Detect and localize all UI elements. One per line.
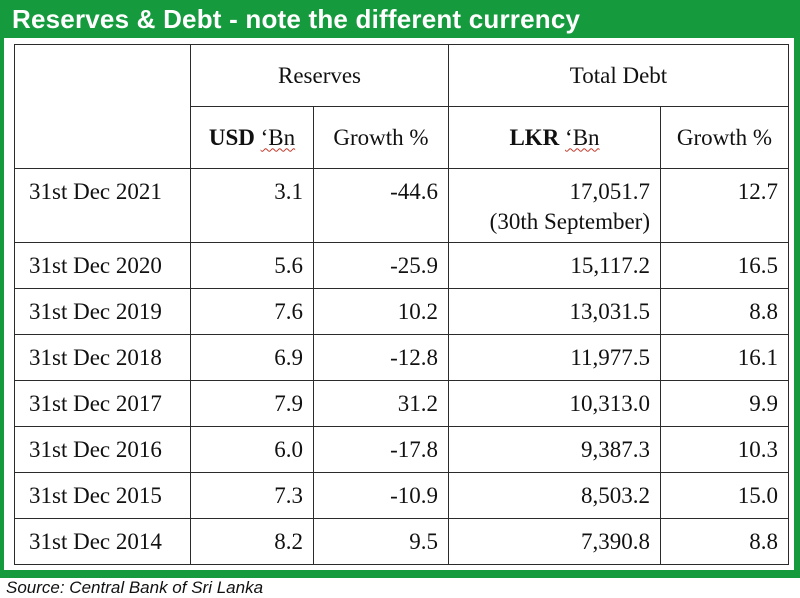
- table-row: 31st Dec 2014 8.2 9.5 7,390.8 8.8: [14, 518, 789, 565]
- total-debt-group-header: Total Debt: [448, 44, 789, 107]
- reserves-cell: 7.9: [190, 380, 314, 427]
- page-title: Reserves & Debt - note the different cur…: [12, 4, 581, 34]
- date-cell: 31st Dec 2018: [14, 334, 191, 381]
- reserves-growth-cell: 31.2: [313, 380, 449, 427]
- table-row: 31st Dec 2016 6.0 -17.8 9,387.3 10.3: [14, 426, 789, 473]
- reserves-growth-header: Growth %: [313, 106, 449, 169]
- green-frame: Reserves & Debt - note the different cur…: [0, 0, 800, 578]
- debt-cell: 17,051.7 (30th September): [448, 168, 661, 243]
- table-row: 31st Dec 2017 7.9 31.2 10,313.0 9.9: [14, 380, 789, 427]
- reserves-group-header: Reserves: [190, 44, 449, 107]
- lkr-label: LKR: [509, 124, 560, 150]
- reserves-cell: 7.6: [190, 288, 314, 335]
- debt-cell: 13,031.5: [448, 288, 661, 335]
- debt-growth-cell: 9.9: [660, 380, 789, 427]
- reserves-growth-cell: -17.8: [313, 426, 449, 473]
- reserves-cell: 6.9: [190, 334, 314, 381]
- corner-cell: [14, 44, 191, 169]
- debt-cell: 11,977.5: [448, 334, 661, 381]
- debt-growth-header: Growth %: [660, 106, 789, 169]
- reserves-growth-cell: 9.5: [313, 518, 449, 565]
- debt-growth-cell: 12.7: [660, 168, 789, 243]
- reserves-growth-cell: 10.2: [313, 288, 449, 335]
- debt-note: (30th September): [489, 209, 650, 234]
- usd-unit: ‘Bn: [260, 124, 296, 150]
- date-cell: 31st Dec 2020: [14, 242, 191, 289]
- debt-cell: 8,503.2: [448, 472, 661, 519]
- lkr-bn-header: LKR ‘Bn: [448, 106, 661, 169]
- reserves-cell: 3.1: [190, 168, 314, 243]
- table-row: 31st Dec 2019 7.6 10.2 13,031.5 8.8: [14, 288, 789, 335]
- table-row: 31st Dec 2021 3.1 -44.6 17,051.7 (30th Septe…: [14, 168, 789, 243]
- date-cell: 31st Dec 2017: [14, 380, 191, 427]
- reserves-growth-cell: -44.6: [313, 168, 449, 243]
- date-cell: 31st Dec 2016: [14, 426, 191, 473]
- debt-value: 17,051.7: [569, 179, 651, 204]
- lkr-unit: ‘Bn: [565, 124, 600, 150]
- reserves-cell: 5.6: [190, 242, 314, 289]
- date-cell: 31st Dec 2015: [14, 472, 191, 519]
- debt-cell: 9,387.3: [448, 426, 661, 473]
- debt-growth-cell: 8.8: [660, 288, 789, 335]
- debt-growth-cell: 15.0: [660, 472, 789, 519]
- reserves-growth-cell: -25.9: [313, 242, 449, 289]
- table-panel: Reserves Total Debt USD ‘Bn Growth % LKR…: [4, 38, 794, 570]
- table-row: 31st Dec 2020 5.6 -25.9 15,117.2 16.5: [14, 242, 789, 289]
- debt-cell: 10,313.0: [448, 380, 661, 427]
- debt-growth-cell: 16.1: [660, 334, 789, 381]
- debt-growth-cell: 10.3: [660, 426, 789, 473]
- debt-growth-cell: 8.8: [660, 518, 789, 565]
- reserves-growth-cell: -12.8: [313, 334, 449, 381]
- reserves-cell: 8.2: [190, 518, 314, 565]
- usd-bn-header: USD ‘Bn: [190, 106, 314, 169]
- debt-growth-cell: 16.5: [660, 242, 789, 289]
- table-row: 31st Dec 2015 7.3 -10.9 8,503.2 15.0: [14, 472, 789, 519]
- reserves-cell: 7.3: [190, 472, 314, 519]
- debt-cell: 7,390.8: [448, 518, 661, 565]
- header-row-groups: Reserves Total Debt: [14, 44, 789, 169]
- date-cell: 31st Dec 2019: [14, 288, 191, 335]
- table-row: 31st Dec 2018 6.9 -12.8 11,977.5 16.1: [14, 334, 789, 381]
- usd-label: USD: [208, 124, 255, 150]
- date-cell: 31st Dec 2014: [14, 518, 191, 565]
- source-note: Source: Central Bank of Sri Lanka: [6, 578, 264, 597]
- reserves-debt-table: Reserves Total Debt USD ‘Bn Growth % LKR…: [14, 44, 789, 565]
- debt-cell: 15,117.2: [448, 242, 661, 289]
- reserves-cell: 6.0: [190, 426, 314, 473]
- reserves-growth-cell: -10.9: [313, 472, 449, 519]
- date-cell: 31st Dec 2021: [14, 168, 191, 243]
